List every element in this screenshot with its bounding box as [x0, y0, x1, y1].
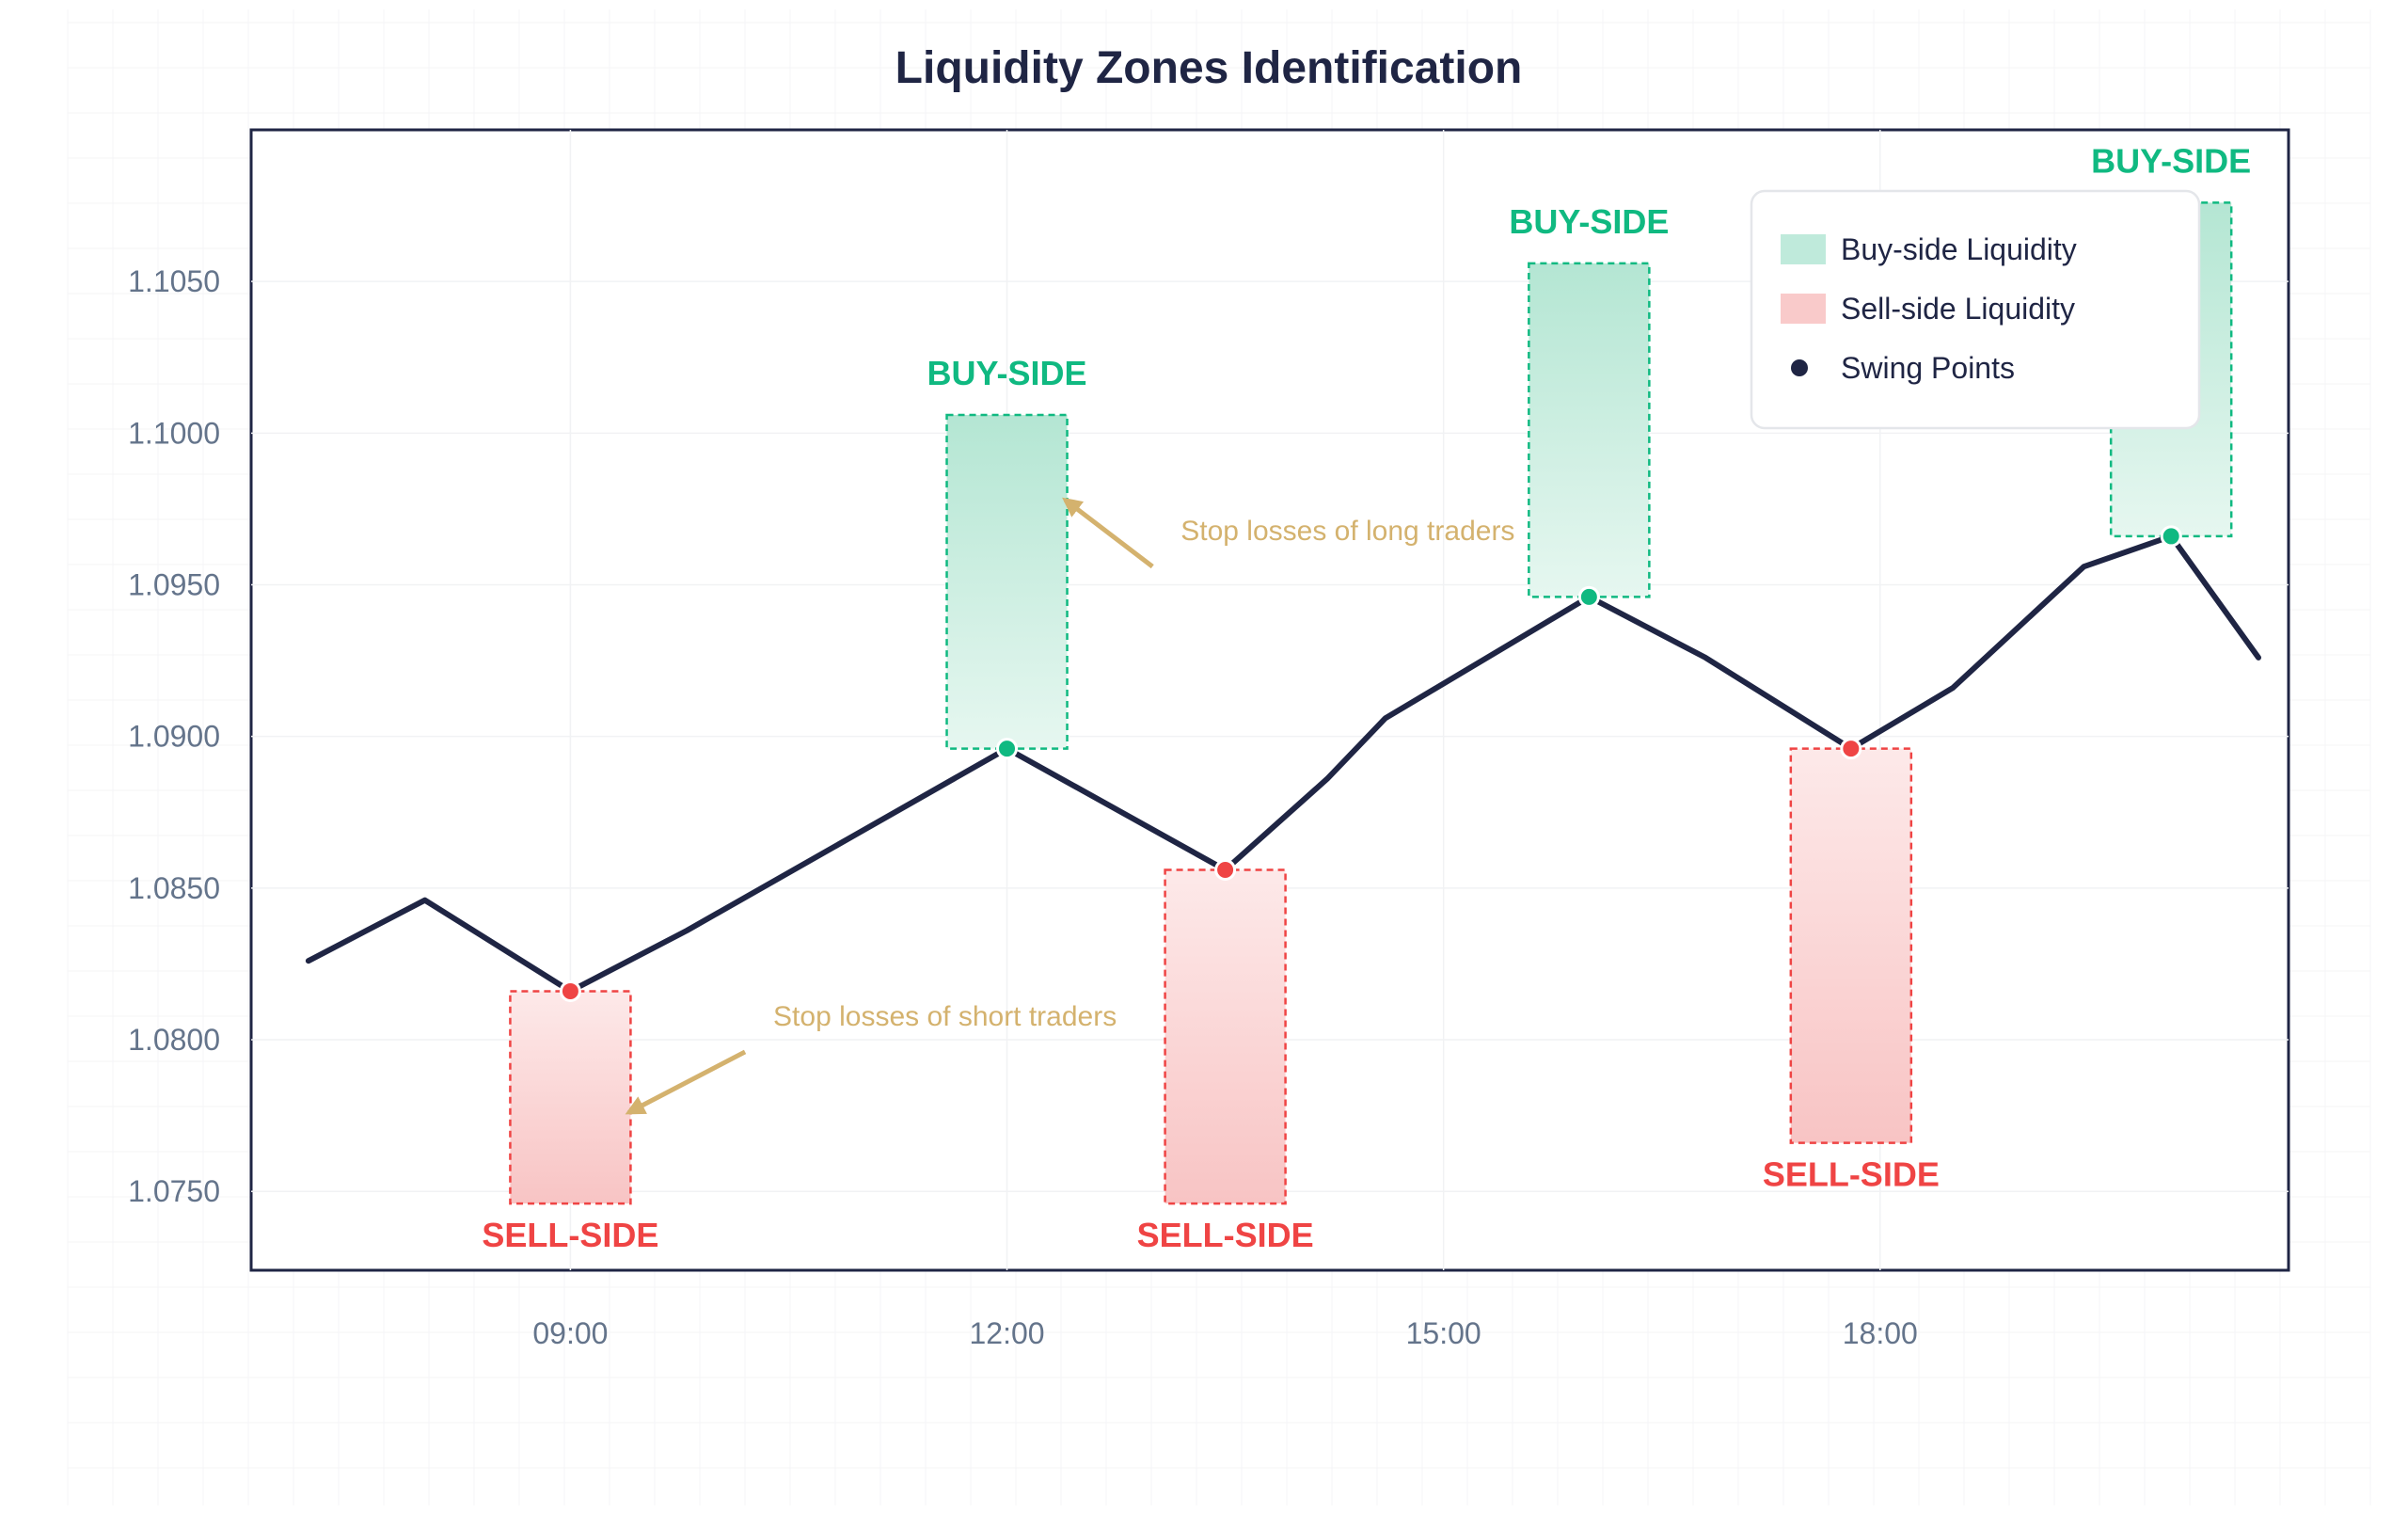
swing-low-point [1840, 738, 1862, 760]
y-tick-label: 1.0800 [128, 1023, 220, 1057]
sell-side-zone [1789, 747, 1913, 1144]
legend-label: Sell-side Liquidity [1841, 292, 2075, 326]
legend-box [1750, 189, 2201, 430]
y-tick-label: 1.0900 [128, 720, 220, 754]
legend-swatch-sell [1781, 294, 1826, 324]
legend-dot-swing [1791, 359, 1808, 376]
x-tick-label: 18:00 [1843, 1316, 1918, 1350]
annotation-text: Stop losses of long traders [1180, 516, 1514, 547]
sell-side-label: SELL-SIDE [1763, 1155, 1940, 1194]
swing-high-point [996, 738, 1019, 760]
legend-label: Buy-side Liquidity [1841, 232, 2077, 266]
x-tick-label: 09:00 [532, 1316, 608, 1350]
y-tick-label: 1.0850 [128, 871, 220, 905]
swing-points-layer [559, 525, 2182, 1002]
buy-side-label: BUY-SIDE [2091, 141, 2251, 180]
swing-low-point [1214, 859, 1237, 882]
annotation-arrow [1062, 497, 1154, 569]
price-line-layer [305, 533, 2261, 995]
liquidity-zones: SELL-SIDE BUY-SIDE SELL-SIDE BUY-SIDE SELL-S… [482, 141, 2251, 1254]
buy-side-label: BUY-SIDE [1509, 202, 1669, 241]
buy-side-label: BUY-SIDE [927, 354, 1087, 392]
x-tick-label: 12:00 [969, 1316, 1044, 1350]
annotation-text: Stop losses of short traders [773, 1001, 1117, 1032]
chart-title: Liquidity Zones Identification [895, 43, 1523, 93]
legend-label: Swing Points [1841, 351, 2015, 385]
annotations-layer: Stop losses of long traders Stop losses o… [625, 497, 1514, 1115]
sell-side-label: SELL-SIDE [1137, 1216, 1314, 1254]
y-tick-label: 1.1000 [128, 416, 220, 450]
swing-high-point [1577, 585, 1600, 608]
legend-swatch-buy [1781, 234, 1826, 264]
annotation-arrow [625, 1049, 747, 1115]
swing-low-point [559, 979, 581, 1002]
price-line [305, 533, 2261, 995]
x-axis-ticks: 09:00 12:00 15:00 18:00 [532, 1316, 1917, 1350]
buy-side-zone [1528, 262, 1651, 598]
y-axis-ticks: 1.0750 1.0800 1.0850 1.0900 1.0950 1.1000 1.10… [128, 264, 220, 1208]
y-tick-label: 1.1050 [128, 264, 220, 298]
swing-high-point [2160, 525, 2182, 548]
legend: Buy-side Liquidity Sell-side Liquidity Swi… [1750, 189, 2201, 430]
sell-side-zone [509, 990, 632, 1205]
y-tick-label: 1.0950 [128, 568, 220, 602]
sell-side-label: SELL-SIDE [482, 1216, 658, 1254]
sell-side-zone [1164, 868, 1287, 1205]
x-tick-label: 15:00 [1406, 1316, 1481, 1350]
buy-side-zone [945, 413, 1069, 750]
y-tick-label: 1.0750 [128, 1174, 220, 1208]
